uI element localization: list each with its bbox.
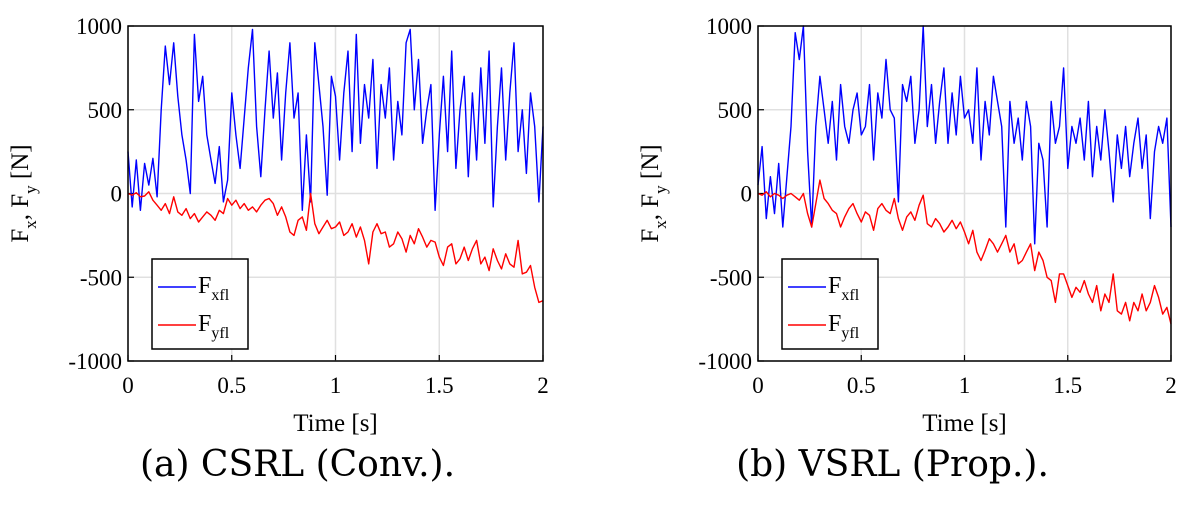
b-legend-box bbox=[781, 258, 879, 350]
b-xtick-label: 1 bbox=[959, 373, 971, 398]
a-legend-box bbox=[151, 258, 249, 350]
a-xtick-label: 1.5 bbox=[425, 373, 454, 398]
chart-a: 0 0.5 1 1.5 2 1000 500 0 -500 -1000 Time [s] Fx, Fy… bbox=[7, 14, 549, 437]
b-ytick-label: 500 bbox=[718, 98, 753, 123]
b-xtick-label: 1.5 bbox=[1053, 373, 1082, 398]
a-xtick-label: 2 bbox=[537, 373, 549, 398]
a-ytick-label: 1000 bbox=[76, 14, 122, 39]
caption-a: (a) CSRL (Conv.). bbox=[139, 444, 456, 485]
b-x-axis-label: Time [s] bbox=[922, 410, 1007, 437]
b-ytick-label: -1000 bbox=[698, 349, 752, 374]
a-ytick-label: -500 bbox=[80, 265, 122, 290]
b-ytick-label: 0 bbox=[741, 182, 753, 207]
caption-b: (b) VSRL (Prop.). bbox=[736, 444, 1049, 485]
a-series-yfl bbox=[127, 191, 544, 304]
b-ytick-label: -500 bbox=[710, 265, 752, 290]
a-y-axis-label: Fx, Fy [N] bbox=[7, 144, 40, 242]
chart-panel-b: 0 0.5 1 1.5 2 1000 500 0 -500 -1000 Time [s] Fx, Fy… bbox=[595, 0, 1190, 506]
a-xtick-label: 0 bbox=[122, 373, 134, 398]
a-ytick-label: 0 bbox=[111, 182, 123, 207]
b-xtick-label: 0 bbox=[752, 373, 764, 398]
b-xtick-label: 0.5 bbox=[847, 373, 876, 398]
b-legend-label-xfl: Fxfl bbox=[828, 273, 860, 304]
a-xtick-label: 0.5 bbox=[217, 373, 246, 398]
b-axes-box bbox=[757, 25, 1172, 362]
a-xtick-label: 1 bbox=[330, 373, 342, 398]
a-ytick-label: -1000 bbox=[68, 349, 122, 374]
a-x-axis-label: Time [s] bbox=[293, 410, 378, 437]
b-ytick-label: 1000 bbox=[706, 14, 752, 39]
b-xtick-label: 2 bbox=[1165, 373, 1177, 398]
a-axes-box bbox=[127, 25, 544, 362]
b-series-xfl bbox=[757, 25, 1172, 245]
b-y-axis-label: Fx, Fy [N] bbox=[637, 144, 670, 242]
a-series-xfl bbox=[127, 28, 544, 212]
a-legend-label-xfl: Fxfl bbox=[198, 273, 230, 304]
a-ytick-label: 500 bbox=[88, 98, 123, 123]
a-legend-label-yfl: Fyfl bbox=[198, 311, 230, 342]
b-series-yfl bbox=[757, 179, 1172, 325]
chart-b: 0 0.5 1 1.5 2 1000 500 0 -500 -1000 Time [s] Fx, Fy… bbox=[637, 14, 1177, 437]
chart-panel-a: 0 0.5 1 1.5 2 1000 500 0 -500 -1000 Time [s] Fx, Fy… bbox=[7, 14, 549, 485]
b-legend-label-yfl: Fyfl bbox=[828, 311, 860, 342]
